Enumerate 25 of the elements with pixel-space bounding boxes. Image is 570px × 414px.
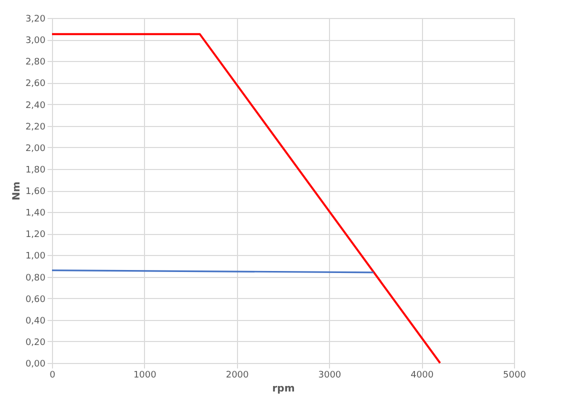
y-tick-label: 0,60 — [25, 294, 46, 305]
y-axis-title: Nm — [11, 182, 22, 200]
y-tick-label: 1,80 — [25, 165, 46, 176]
y-tick-label: 2,20 — [25, 122, 46, 132]
y-tick-label: 1,60 — [25, 187, 46, 197]
x-tick-label: 1000 — [133, 370, 157, 380]
x-tick-label: 2000 — [226, 370, 250, 380]
y-tick-label: 2,00 — [25, 144, 46, 154]
x-tick-label: 0 — [50, 370, 56, 380]
x-tick-label: 5000 — [503, 370, 526, 380]
x-axis-title: rpm — [272, 384, 295, 394]
y-tick-label: 2,80 — [25, 58, 46, 68]
y-tick-label: 0,80 — [25, 273, 46, 284]
y-tick-label: 2,40 — [25, 100, 46, 111]
y-tick-label: 0,20 — [25, 338, 46, 348]
y-tick-label: 3,20 — [25, 14, 46, 24]
y-tick-label: 2,60 — [25, 79, 46, 90]
y-tick-label: 1,20 — [25, 230, 46, 240]
x-tick-label: 3000 — [318, 370, 342, 380]
y-tick-label: 1,40 — [25, 208, 46, 219]
x-tick-label: 4000 — [410, 370, 434, 380]
y-tick-label: 0,40 — [25, 316, 46, 326]
y-tick-label: 0,00 — [25, 360, 46, 370]
y-tick-label: 3,00 — [25, 36, 46, 46]
y-tick-label: 1,00 — [25, 252, 46, 262]
